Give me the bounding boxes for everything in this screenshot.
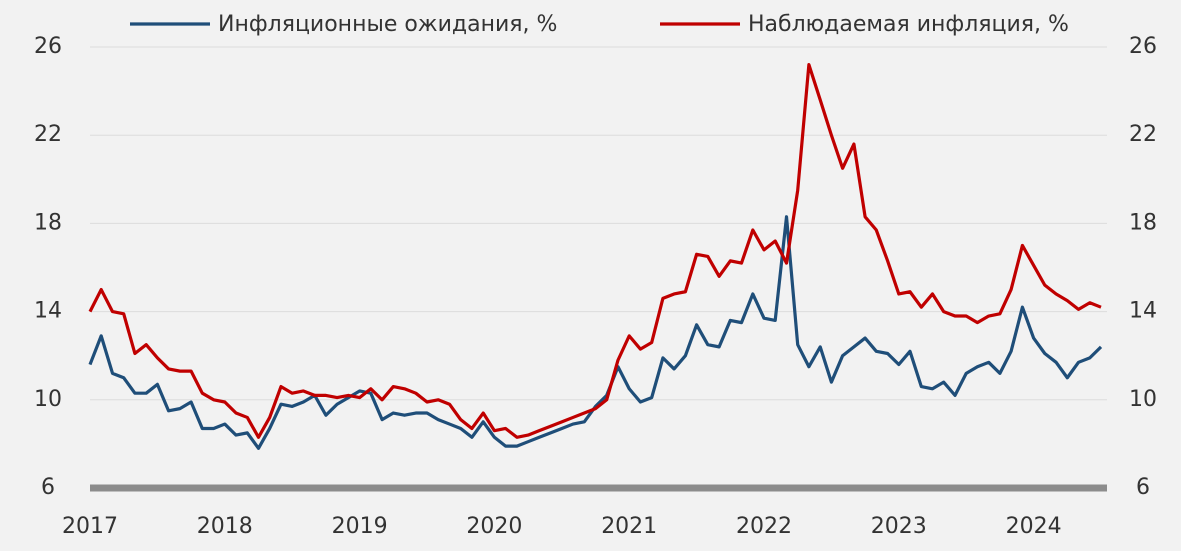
y-tick-label: 18 [34,210,62,235]
x-tick-label: 2017 [62,514,118,539]
y-tick-label: 14 [34,299,62,324]
x-tick-label: 2024 [1006,514,1062,539]
x-tick-label: 2023 [871,514,927,539]
y2-tick-label: 6 [1136,475,1150,500]
y2-tick-label: 10 [1129,387,1157,412]
legend-label: Наблюдаемая инфляция, % [748,12,1069,37]
x-tick-label: 2020 [466,514,522,539]
y-tick-label: 22 [34,122,62,147]
x-tick-label: 2018 [197,514,253,539]
series-line [88,63,1102,439]
y2-tick-label: 22 [1129,122,1157,147]
x-tick-label: 2022 [736,514,792,539]
y-tick-label: 6 [41,475,55,500]
legend-label: Инфляционные ожидания, % [218,12,557,37]
y2-tick-label: 18 [1129,210,1157,235]
x-tick-label: 2019 [332,514,388,539]
x-tick-label: 2021 [601,514,657,539]
y2-tick-label: 26 [1129,34,1157,59]
series-line [88,215,1103,450]
y-tick-label: 10 [34,387,62,412]
y-tick-label: 26 [34,34,62,59]
y2-tick-label: 14 [1129,299,1157,324]
